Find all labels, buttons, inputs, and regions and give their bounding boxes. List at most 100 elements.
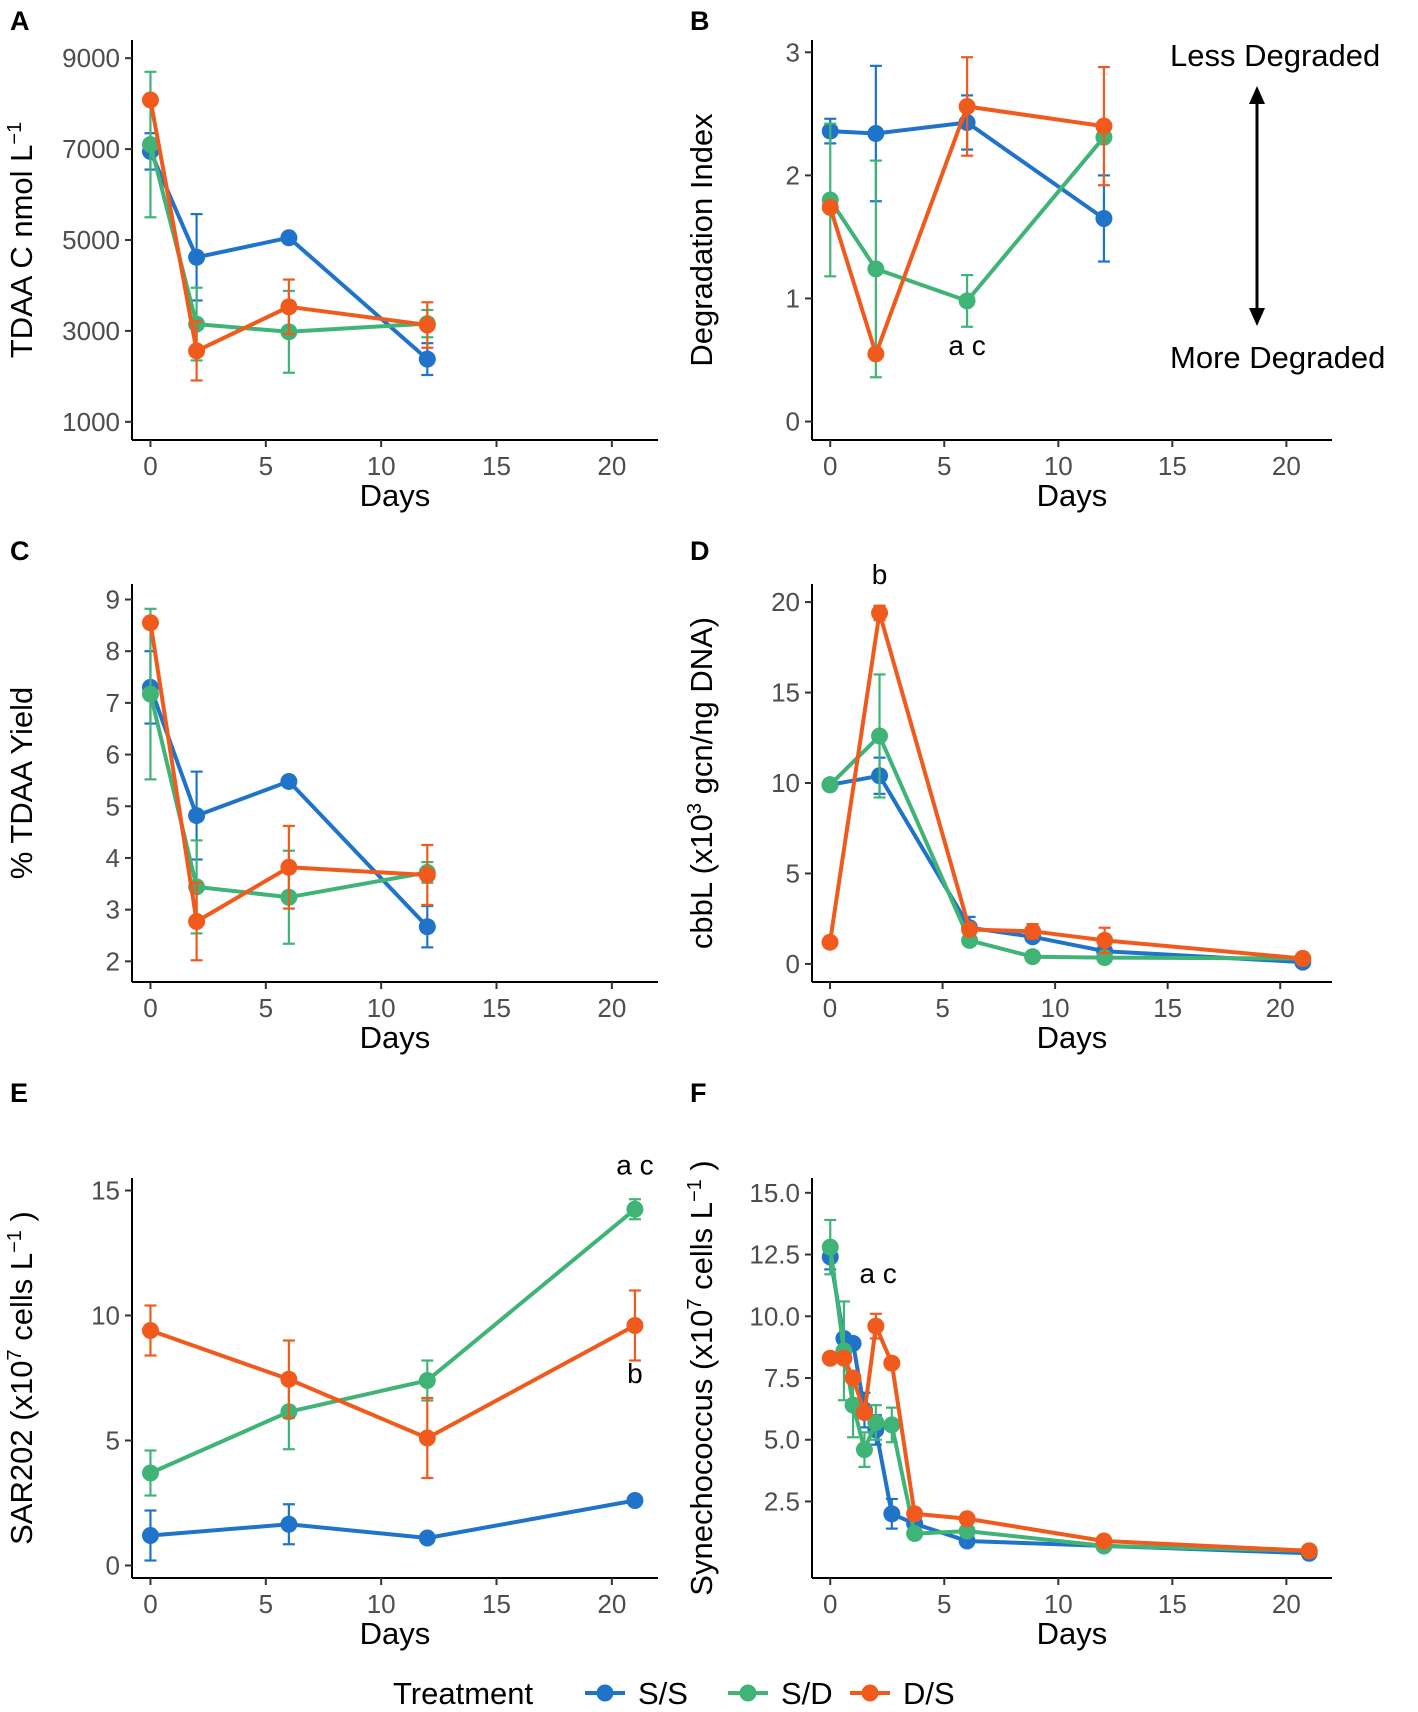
- panel-c: C 0 5 10 15 20 2 3 4 5 6 7 8 9 Days % TDAA Yield: [4, 536, 658, 1055]
- x-tick-label: 10: [1041, 993, 1070, 1023]
- x-tick-label: 5: [935, 993, 949, 1023]
- data-point: [821, 198, 839, 216]
- x-tick-label: 10: [367, 451, 396, 481]
- y-tick-label: 9000: [62, 43, 120, 73]
- y-axis-title-tail: gcn/ng DNA): [684, 617, 719, 803]
- y-tick-label: 15: [771, 678, 800, 708]
- x-tick-label: 5: [259, 993, 273, 1023]
- series-ds: [141, 91, 436, 382]
- data-point: [883, 1416, 901, 1434]
- y-axis-title-sup: 7: [684, 1299, 706, 1310]
- series-line: [828, 1246, 1310, 1553]
- data-point: [141, 1527, 159, 1544]
- series-sd: [141, 1198, 644, 1497]
- y-axis-title: SAR202 (x107 cells L−1 ): [4, 1211, 39, 1545]
- y-tick-label: 0: [786, 949, 800, 979]
- panel-a: A 0 5 10 15 20 1000 3000 5000 7000 9000 Days TDAA C …: [4, 6, 658, 513]
- data-point: [958, 1510, 976, 1528]
- data-point: [821, 933, 839, 951]
- data-point: [867, 1413, 885, 1431]
- x-tick-label: 15: [1158, 451, 1187, 481]
- y-tick-label: 4: [106, 843, 120, 873]
- y-tick-label: 15.0: [749, 1178, 800, 1208]
- series-ss: [821, 756, 1312, 971]
- data-point: [958, 97, 976, 115]
- data-point: [418, 350, 436, 368]
- x-tick-label: 5: [259, 451, 273, 481]
- legend-items: S/S S/D D/S: [585, 1676, 955, 1711]
- y-tick-label: 15: [91, 1176, 120, 1206]
- panel-b: B 0 5 10 15 20 0 1 2 3 Days Degradation Index a c Les…: [684, 6, 1385, 513]
- series-line: [150, 1498, 636, 1540]
- less-degraded-label: Less Degraded: [1170, 38, 1380, 73]
- data-point: [280, 229, 298, 247]
- x-tick-label: 0: [143, 451, 157, 481]
- x-tick-label: 0: [823, 1589, 837, 1619]
- y-axis-title: cbbL (x103 gcn/ng DNA): [684, 617, 719, 949]
- panel-d: D 0 5 10 15 20 0 5 10 15 20 Days cbbL (x103 gcn/ng D…: [684, 536, 1332, 1055]
- y-axis-title-text: cbbL (x10: [684, 814, 719, 949]
- data-point: [141, 136, 159, 154]
- data-point: [821, 1238, 839, 1256]
- y-tick-label: 5.0: [764, 1425, 800, 1455]
- x-tick-label: 20: [1266, 993, 1295, 1023]
- more-degraded-label: More Degraded: [1170, 340, 1385, 375]
- series-line: [148, 99, 428, 353]
- y-axis-title: Degradation Index: [684, 113, 719, 367]
- panel-label: A: [10, 6, 30, 36]
- y-tick-label: 5: [106, 791, 120, 821]
- series-line: [148, 693, 428, 900]
- data-point: [855, 1441, 873, 1459]
- series-line: [830, 120, 1106, 221]
- series-line: [830, 1324, 1310, 1553]
- y-tick-label: 2: [106, 946, 120, 976]
- data-point: [1096, 931, 1114, 949]
- y-axis-title-end: ): [4, 1211, 39, 1230]
- data-point: [141, 1464, 159, 1482]
- x-tick-label: 15: [482, 993, 511, 1023]
- x-tick-label: 20: [597, 993, 626, 1023]
- data-point: [280, 858, 298, 876]
- y-axis-title: TDAA C nmol L−1: [4, 122, 39, 358]
- y-axis-title-sup: 3: [684, 803, 706, 814]
- legend-label: S/S: [638, 1676, 688, 1711]
- data-point: [1095, 209, 1113, 227]
- data-point: [418, 918, 436, 936]
- y-axis-title-sup: −1: [684, 1179, 706, 1202]
- series-ds: [821, 604, 1312, 967]
- y-axis-title-text: Degradation Index: [684, 113, 719, 367]
- series-ds: [141, 1289, 644, 1480]
- data-point: [626, 1492, 644, 1509]
- series-line: [828, 610, 1303, 961]
- series-line: [149, 1323, 636, 1440]
- y-axis-title-end: ): [684, 1160, 719, 1179]
- data-point: [1024, 922, 1042, 940]
- data-point: [626, 1317, 644, 1334]
- x-tick-label: 20: [597, 1589, 626, 1619]
- legend-label: S/D: [781, 1676, 833, 1711]
- x-tick-label: 20: [1272, 451, 1301, 481]
- series-line: [828, 734, 1303, 961]
- data-point: [821, 1349, 839, 1367]
- series-line: [828, 1256, 1310, 1556]
- y-tick-label: 10: [771, 768, 800, 798]
- x-tick-label: 10: [367, 1589, 396, 1619]
- y-axis-title-text: TDAA C nmol L: [4, 145, 39, 359]
- y-tick-label: 5000: [62, 225, 120, 255]
- annotation: b: [627, 1358, 643, 1389]
- data-point: [188, 342, 206, 360]
- data-point: [1294, 949, 1312, 967]
- legend-point: [739, 1684, 757, 1702]
- data-point: [821, 776, 839, 794]
- y-tick-label: 3: [106, 895, 120, 925]
- legend: Treatment S/S S/D D/S: [393, 1676, 955, 1711]
- series-line: [148, 686, 429, 929]
- y-tick-label: 20: [771, 587, 800, 617]
- y-tick-label: 5: [106, 1426, 120, 1456]
- x-tick-label: 5: [259, 1589, 273, 1619]
- x-tick-label: 0: [143, 1589, 157, 1619]
- legend-title: Treatment: [393, 1676, 534, 1711]
- y-tick-label: 7000: [62, 134, 120, 164]
- y-tick-label: 7.5: [764, 1363, 800, 1393]
